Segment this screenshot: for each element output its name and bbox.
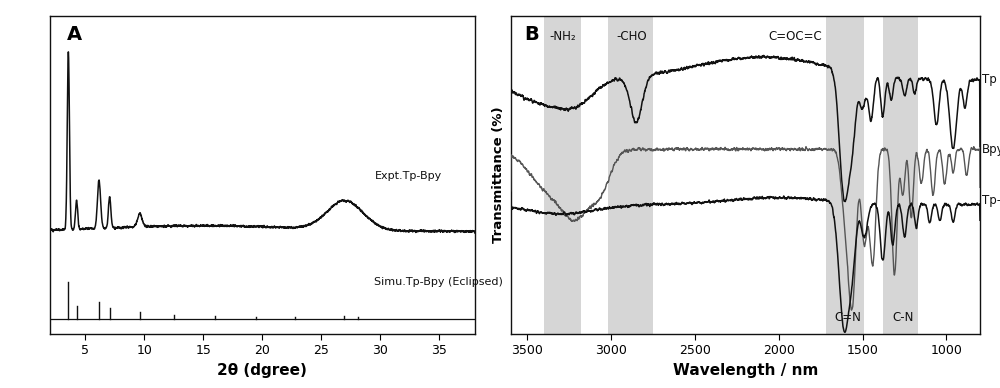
Text: C-N: C-N xyxy=(892,311,914,324)
Bar xyxy=(608,16,653,334)
Text: Expt.Tp-Bpy: Expt.Tp-Bpy xyxy=(374,171,442,181)
Bar xyxy=(826,16,864,334)
Text: Tp-Bpy: Tp-Bpy xyxy=(982,194,1000,207)
Text: -CHO: -CHO xyxy=(616,30,647,43)
X-axis label: 2θ (dgree): 2θ (dgree) xyxy=(217,363,307,378)
X-axis label: Wavelength / nm: Wavelength / nm xyxy=(673,363,818,378)
Text: C=OC=C: C=OC=C xyxy=(769,30,822,43)
Bar xyxy=(883,16,918,334)
Text: A: A xyxy=(67,25,82,44)
Text: Tp: Tp xyxy=(982,73,996,86)
Text: C=N: C=N xyxy=(834,311,861,324)
Text: Simu.Tp-Bpy (Eclipsed): Simu.Tp-Bpy (Eclipsed) xyxy=(374,277,503,287)
Text: B: B xyxy=(525,25,539,44)
Text: -NH₂: -NH₂ xyxy=(549,30,576,43)
Text: Bpy: Bpy xyxy=(982,143,1000,156)
Y-axis label: Transmittance (%): Transmittance (%) xyxy=(492,106,505,243)
Bar xyxy=(544,16,581,334)
